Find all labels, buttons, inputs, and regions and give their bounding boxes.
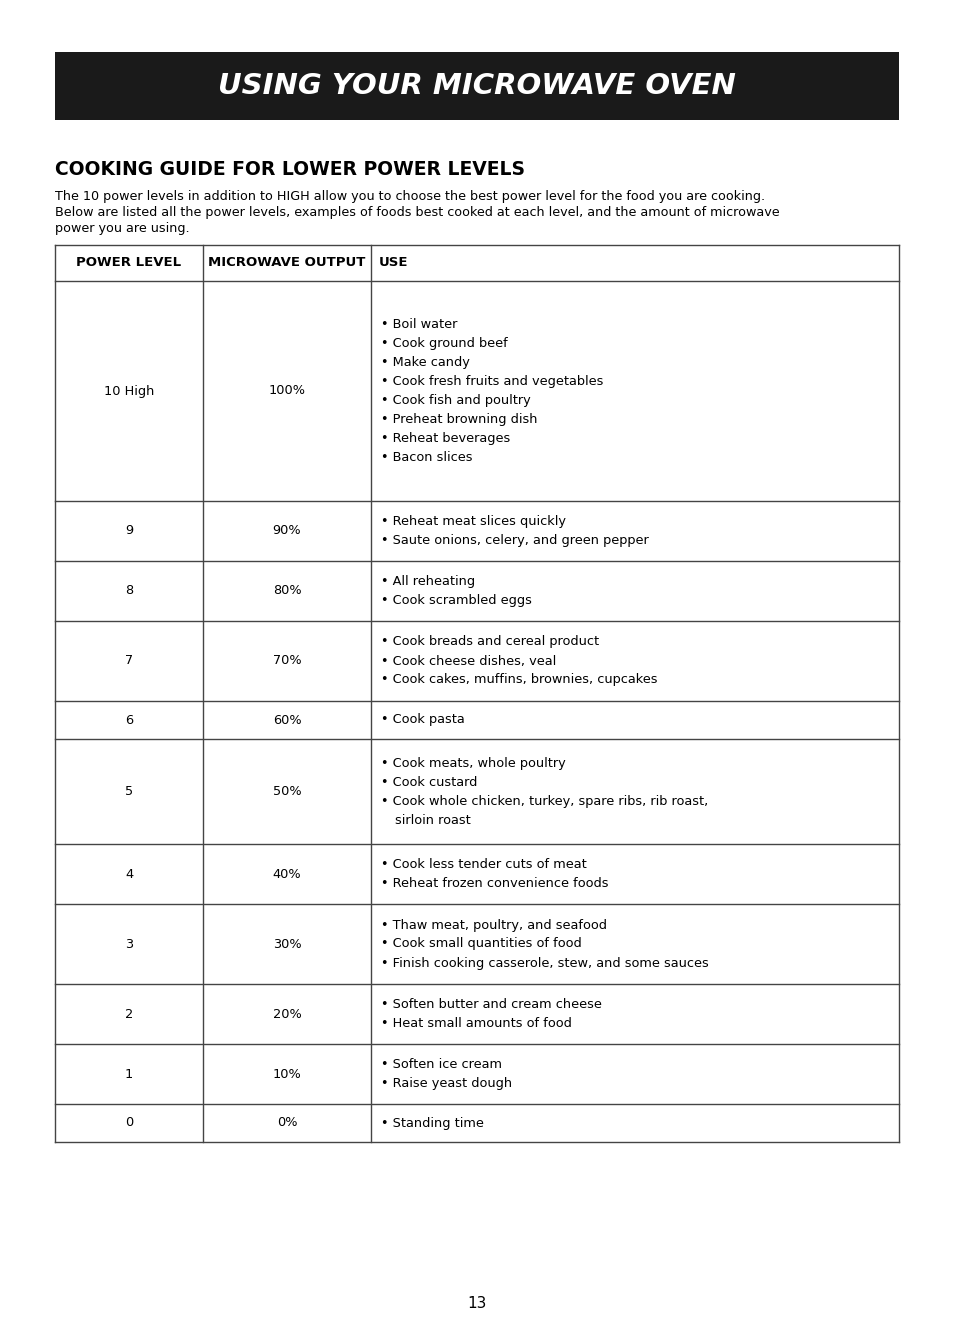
Text: POWER LEVEL: POWER LEVEL [76, 256, 181, 270]
Text: power you are using.: power you are using. [55, 221, 190, 235]
Text: sirloin roast: sirloin roast [395, 813, 470, 827]
Text: 60%: 60% [273, 714, 301, 726]
Text: • Cook custard: • Cook custard [380, 776, 476, 789]
Text: • Preheat browning dish: • Preheat browning dish [380, 413, 537, 425]
Text: • Thaw meat, poultry, and seafood: • Thaw meat, poultry, and seafood [380, 918, 606, 931]
Text: The 10 power levels in addition to HIGH allow you to choose the best power level: The 10 power levels in addition to HIGH … [55, 191, 764, 203]
Text: COOKING GUIDE FOR LOWER POWER LEVELS: COOKING GUIDE FOR LOWER POWER LEVELS [55, 160, 524, 178]
Text: • Cook breads and cereal product: • Cook breads and cereal product [380, 636, 598, 648]
Text: 50%: 50% [273, 785, 301, 798]
Text: 4: 4 [125, 867, 132, 880]
Text: 0%: 0% [276, 1117, 297, 1130]
Text: 5: 5 [125, 785, 132, 798]
Text: • Standing time: • Standing time [380, 1117, 483, 1130]
Text: • Cook pasta: • Cook pasta [380, 714, 464, 726]
Text: USE: USE [378, 256, 408, 270]
Text: 90%: 90% [273, 525, 301, 538]
Text: Below are listed all the power levels, examples of foods best cooked at each lev: Below are listed all the power levels, e… [55, 207, 779, 219]
Text: 6: 6 [125, 714, 132, 726]
Text: 13: 13 [467, 1296, 486, 1311]
Text: • Soften butter and cream cheese: • Soften butter and cream cheese [380, 998, 601, 1011]
Text: • Bacon slices: • Bacon slices [380, 451, 472, 464]
Text: 80%: 80% [273, 585, 301, 597]
Text: 10%: 10% [273, 1067, 301, 1080]
Text: • Cook meats, whole poultry: • Cook meats, whole poultry [380, 757, 565, 769]
Text: • Raise yeast dough: • Raise yeast dough [380, 1078, 512, 1090]
Text: 3: 3 [125, 938, 132, 950]
Text: 10 High: 10 High [104, 385, 154, 397]
Text: 8: 8 [125, 585, 132, 597]
Text: USING YOUR MICROWAVE OVEN: USING YOUR MICROWAVE OVEN [218, 72, 735, 101]
Text: • Cook ground beef: • Cook ground beef [380, 337, 507, 350]
Text: • Cook fish and poultry: • Cook fish and poultry [380, 395, 530, 407]
Text: • Cook whole chicken, turkey, spare ribs, rib roast,: • Cook whole chicken, turkey, spare ribs… [380, 794, 707, 808]
Text: 0: 0 [125, 1117, 133, 1130]
Text: • Cook small quantities of food: • Cook small quantities of food [380, 938, 581, 950]
Text: • Cook cheese dishes, veal: • Cook cheese dishes, veal [380, 655, 556, 667]
Text: • Boil water: • Boil water [380, 318, 456, 331]
Text: • Reheat frozen convenience foods: • Reheat frozen convenience foods [380, 878, 608, 890]
Bar [55, 52, 898, 119]
Text: • Cook cakes, muffins, brownies, cupcakes: • Cook cakes, muffins, brownies, cupcake… [380, 674, 657, 687]
Text: 2: 2 [125, 1008, 133, 1020]
Text: 70%: 70% [273, 655, 301, 667]
Text: • Finish cooking casserole, stew, and some sauces: • Finish cooking casserole, stew, and so… [380, 957, 708, 969]
Text: 100%: 100% [268, 385, 305, 397]
Text: MICROWAVE OUTPUT: MICROWAVE OUTPUT [208, 256, 365, 270]
Text: 9: 9 [125, 525, 132, 538]
Text: 40%: 40% [273, 867, 301, 880]
Text: • All reheating: • All reheating [380, 574, 475, 588]
Text: • Reheat beverages: • Reheat beverages [380, 432, 510, 446]
Text: 7: 7 [125, 655, 132, 667]
Text: 30%: 30% [273, 938, 301, 950]
Text: • Soften ice cream: • Soften ice cream [380, 1057, 501, 1071]
Text: 20%: 20% [273, 1008, 301, 1020]
Text: • Cook fresh fruits and vegetables: • Cook fresh fruits and vegetables [380, 374, 602, 388]
Text: • Make candy: • Make candy [380, 356, 470, 369]
Text: 1: 1 [125, 1067, 133, 1080]
Text: • Reheat meat slices quickly: • Reheat meat slices quickly [380, 515, 565, 527]
Text: • Heat small amounts of food: • Heat small amounts of food [380, 1017, 571, 1031]
Text: • Cook less tender cuts of meat: • Cook less tender cuts of meat [380, 858, 586, 871]
Text: • Saute onions, celery, and green pepper: • Saute onions, celery, and green pepper [380, 534, 648, 548]
Text: • Cook scrambled eggs: • Cook scrambled eggs [380, 595, 532, 607]
